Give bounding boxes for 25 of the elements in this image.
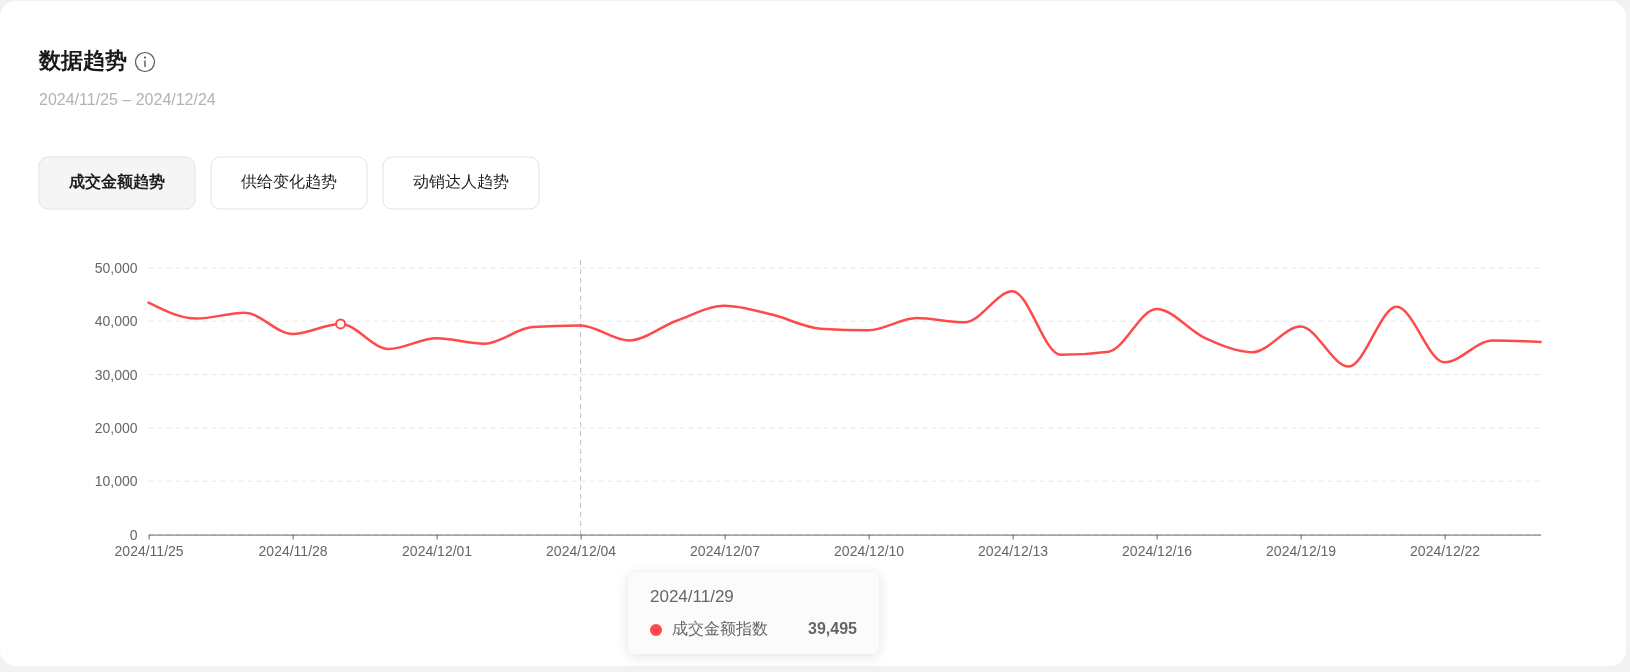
legend-label: 成交金额指数: [672, 620, 768, 638]
x-tick-label: 2024/12/07: [690, 542, 761, 559]
x-tick-label: 2024/12/19: [1266, 542, 1337, 559]
y-tick-label: 30,000: [94, 366, 138, 383]
x-tick-label: 2024/11/28: [258, 542, 328, 559]
text: 2024/11/29: [650, 587, 734, 607]
y-tick-label: 50,000: [94, 259, 138, 276]
y-tick-label: 40,000: [94, 313, 138, 330]
x-tick-label: 2024/11/25: [114, 542, 184, 559]
x-tick-label: 2024/12/01: [402, 542, 473, 559]
chart-title: 数据趋势: [38, 47, 127, 73]
tab-button: 成交金额趋势: [38, 156, 196, 210]
x-tick-label: 2024/12/04: [546, 542, 617, 559]
x-tick-label: 2024/12/13: [978, 542, 1049, 559]
x-tick-label: 2024/12/16: [1122, 542, 1193, 559]
y-tick-label: 10,000: [94, 473, 138, 490]
x-tick-label: 2024/12/10: [834, 542, 905, 559]
chart-subtitle: 2024/11/25 – 2024/12/24: [39, 91, 216, 109]
text: 39,495: [808, 620, 858, 638]
line-series: [147, 290, 1542, 368]
tab-button: 动销达人趋势: [382, 156, 540, 210]
y-tick-label: 0: [129, 526, 138, 543]
x-tick-label: 2024/12/22: [1410, 542, 1481, 559]
tab-button: 供给变化趋势: [210, 156, 368, 210]
y-tick-label: 20,000: [94, 419, 138, 436]
